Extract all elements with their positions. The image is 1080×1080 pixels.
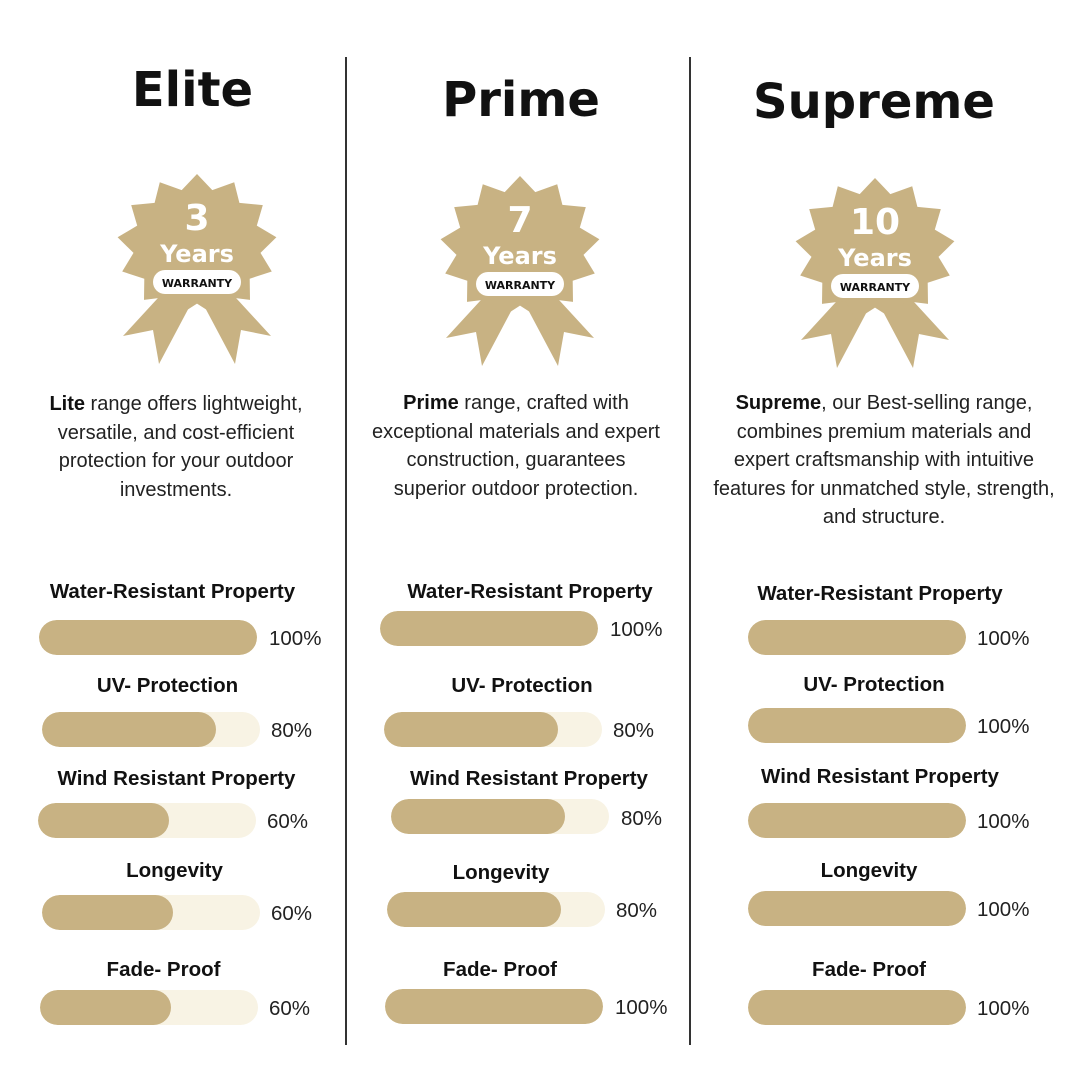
description-lead: Prime — [403, 392, 459, 414]
metric-label-fade: Fade- Proof — [812, 958, 926, 981]
metric-bar-fade — [385, 989, 603, 1024]
metric-bar-uv — [384, 712, 602, 747]
metric-bar-fade — [748, 990, 966, 1025]
metric-bar-fill — [380, 611, 598, 646]
metric-bar-water — [39, 620, 257, 655]
description-lead: Lite — [49, 393, 85, 415]
warranty-badge: 10 Years WARRANTY — [795, 172, 955, 372]
metric-value-longevity: 100% — [977, 898, 1030, 921]
badge-number: 7 — [507, 200, 532, 241]
metric-bar-fill — [748, 620, 966, 655]
badge-unit: Years — [837, 244, 912, 272]
metric-bar-fill — [748, 708, 966, 743]
metric-value-wind: 60% — [267, 810, 309, 833]
badge-tag-pill — [153, 270, 241, 294]
metric-bar-fill — [387, 892, 562, 927]
warranty-seal-icon: 7 Years WARRANTY — [440, 176, 600, 366]
badge-tag: WARRANTY — [485, 279, 556, 292]
metric-label-wind: Wind Resistant Property — [761, 765, 999, 788]
plan-title: Elite — [131, 62, 254, 118]
metric-bar-uv — [748, 708, 966, 743]
warranty-badge: 7 Years WARRANTY — [440, 170, 600, 370]
badge-tag: WARRANTY — [840, 281, 911, 294]
metric-bar-fill — [42, 895, 173, 930]
plan-description: Prime range, crafted with exceptional ma… — [369, 389, 663, 503]
metric-bar-fade — [40, 990, 258, 1025]
metric-value-uv: 100% — [977, 715, 1030, 738]
badge-number: 3 — [184, 198, 209, 239]
metric-value-fade: 100% — [615, 996, 668, 1019]
metric-bar-fill — [39, 620, 257, 655]
metric-value-uv: 80% — [271, 719, 313, 742]
column-divider-right — [689, 57, 691, 1045]
metric-bar-fill — [384, 712, 559, 747]
metric-label-longevity: Longevity — [126, 859, 223, 882]
metric-value-longevity: 60% — [271, 902, 313, 925]
metric-value-fade: 100% — [977, 997, 1030, 1020]
warranty-seal-icon: 10 Years WARRANTY — [795, 178, 955, 368]
metric-label-uv: UV- Protection — [803, 673, 945, 696]
plan-column-supreme: Supreme 10 Years WARRANTY Supreme, our B… — [691, 0, 1080, 1080]
plan-column-elite: Elite 3 Years WARRANTY Lite range offers… — [0, 0, 345, 1080]
metric-bar-fill — [38, 803, 169, 838]
metric-bar-fill — [748, 891, 966, 926]
metric-label-wind: Wind Resistant Property — [410, 767, 648, 790]
warranty-badge: 3 Years WARRANTY — [117, 168, 277, 368]
plan-description: Supreme, our Best-selling range, combine… — [710, 389, 1058, 532]
metric-label-water: Water-Resistant Property — [757, 582, 1003, 605]
metric-bar-longevity — [387, 892, 605, 927]
metric-bar-fill — [40, 990, 171, 1025]
metric-bar-fill — [748, 990, 966, 1025]
metric-bar-wind — [391, 799, 609, 834]
metric-bar-wind — [748, 803, 966, 838]
metric-bar-fill — [748, 803, 966, 838]
metric-value-longevity: 80% — [616, 899, 658, 922]
badge-tag-pill — [831, 274, 919, 298]
description-lead: Supreme — [735, 392, 822, 414]
plan-title: Supreme — [753, 74, 995, 130]
metric-value-fade: 60% — [269, 997, 311, 1020]
metric-label-longevity: Longevity — [452, 861, 550, 884]
description-body: range, crafted with exceptional material… — [372, 392, 660, 500]
warranty-seal-icon: 3 Years WARRANTY — [117, 174, 277, 364]
badge-number: 10 — [850, 202, 900, 243]
metric-value-water: 100% — [269, 627, 322, 650]
column-divider-left — [345, 57, 347, 1045]
metric-label-uv: UV- Protection — [451, 674, 593, 697]
badge-tag: WARRANTY — [162, 277, 233, 290]
description-body: range offers lightweight, versatile, and… — [57, 393, 303, 501]
metric-bar-uv — [42, 712, 260, 747]
plan-column-prime: Prime 7 Years WARRANTY Prime range, craf… — [347, 0, 689, 1080]
badge-unit: Years — [482, 242, 557, 270]
plan-description: Lite range offers lightweight, versatile… — [20, 390, 332, 504]
metric-bar-fill — [385, 989, 603, 1024]
metric-bar-longevity — [42, 895, 260, 930]
metric-label-water: Water-Resistant Property — [49, 580, 296, 603]
plan-title: Prime — [442, 72, 600, 128]
metric-label-wind: Wind Resistant Property — [57, 767, 296, 790]
metric-value-uv: 80% — [613, 719, 655, 742]
metric-value-water: 100% — [610, 618, 663, 641]
description-body: , our Best-selling range, combines premi… — [713, 392, 1055, 528]
metric-bar-fill — [391, 799, 566, 834]
metric-value-water: 100% — [977, 627, 1030, 650]
metric-label-uv: UV- Protection — [96, 674, 239, 697]
metric-value-wind: 80% — [621, 807, 663, 830]
metric-label-fade: Fade- Proof — [106, 958, 221, 981]
metric-bar-fill — [42, 712, 217, 747]
metric-label-longevity: Longevity — [820, 859, 918, 882]
badge-tag-pill — [476, 272, 564, 296]
metric-label-fade: Fade- Proof — [443, 958, 557, 981]
metric-bar-water — [748, 620, 966, 655]
badge-unit: Years — [159, 240, 234, 268]
metric-bar-water — [380, 611, 598, 646]
metric-bar-longevity — [748, 891, 966, 926]
metric-bar-wind — [38, 803, 256, 838]
metric-label-water: Water-Resistant Property — [407, 580, 653, 603]
metric-value-wind: 100% — [977, 810, 1030, 833]
